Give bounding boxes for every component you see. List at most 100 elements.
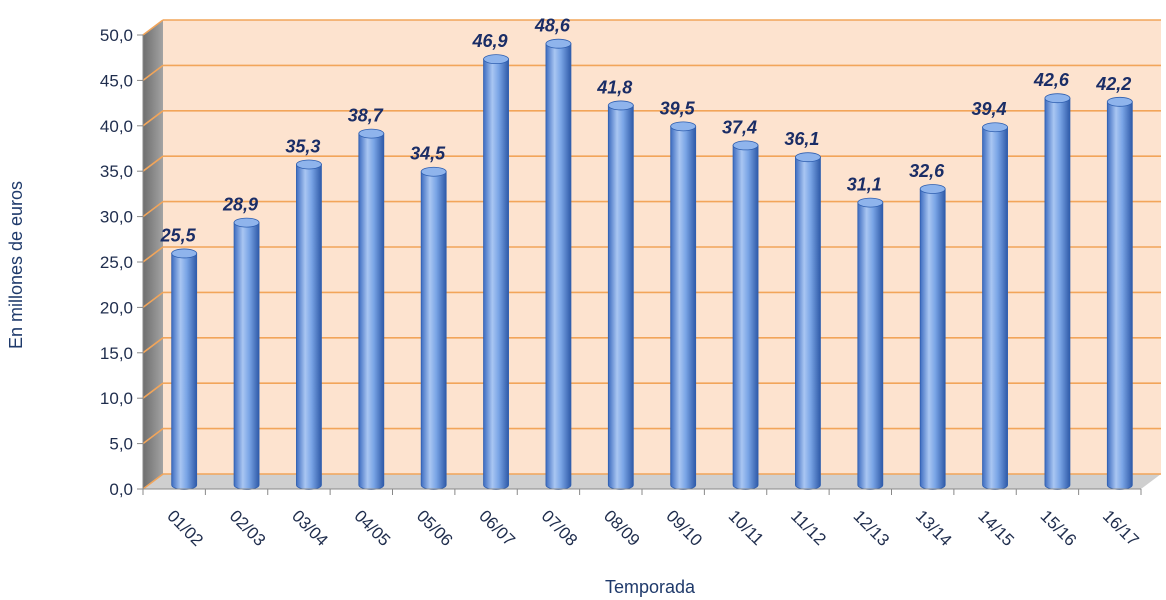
bar-body	[545, 43, 572, 490]
x-tick-label: 03/04	[288, 506, 332, 550]
x-tick-label: 16/17	[1099, 506, 1143, 550]
bar-body	[233, 222, 260, 490]
bar-top	[545, 38, 572, 49]
y-axis-ticks: 0,0 5,0 10,0 15,0 20,0 25,0 30,0 35,0 40,0 45,0 50…	[100, 26, 144, 499]
bar-body	[1106, 101, 1133, 490]
x-tick-label: 05/06	[413, 506, 457, 550]
bar-top	[607, 100, 634, 111]
bar-top	[358, 128, 385, 139]
bar-body	[171, 253, 198, 490]
bar-body	[670, 125, 697, 490]
bar-top	[1044, 93, 1071, 104]
y-tick-label: 40,0	[100, 117, 133, 136]
y-tick-label: 15,0	[100, 344, 133, 363]
bar: 31,1	[847, 175, 884, 490]
bar-body	[483, 58, 509, 490]
bar-top	[732, 140, 759, 151]
x-tick-label: 08/09	[600, 506, 644, 550]
data-label: 39,4	[972, 99, 1007, 119]
bar: 39,5	[660, 98, 697, 490]
y-tick-label: 25,0	[100, 253, 133, 272]
bar-body	[358, 133, 385, 490]
bar-body	[607, 105, 634, 490]
x-tick-label: 13/14	[912, 506, 956, 550]
y-axis-title: En millones de euros	[6, 181, 26, 349]
gridline-side	[142, 246, 164, 263]
gridline-side	[142, 200, 164, 218]
data-label: 41,8	[596, 77, 632, 97]
bar-body	[732, 145, 759, 490]
x-tick-label: 06/07	[475, 506, 519, 550]
x-tick-label: 04/05	[350, 506, 394, 550]
bar-body	[1044, 97, 1071, 490]
bar-body	[296, 164, 322, 490]
bar-body	[795, 156, 821, 490]
y-tick-label: 10,0	[100, 389, 133, 408]
bar: 37,4	[722, 117, 759, 490]
data-label: 36,1	[784, 129, 819, 149]
bar-top	[171, 248, 198, 259]
floor	[143, 474, 1161, 489]
gridline-side	[142, 110, 164, 127]
x-tick-label: 09/10	[662, 506, 706, 550]
bar-top	[857, 197, 884, 208]
x-tick-label: 14/15	[974, 506, 1018, 550]
bar-top	[919, 184, 946, 194]
x-tick-label: 02/03	[226, 506, 270, 550]
x-tick-label: 11/12	[787, 506, 830, 549]
bar-top	[670, 121, 697, 132]
x-tick-label: 10/11	[725, 506, 768, 549]
data-label: 38,7	[348, 106, 384, 126]
bar-body	[857, 202, 884, 490]
data-label: 46,9	[472, 31, 508, 51]
y-tick-label: 0,0	[109, 480, 133, 499]
y-tick-label: 35,0	[100, 162, 133, 181]
data-label: 32,6	[909, 161, 945, 181]
bar-top	[483, 54, 509, 65]
bar-top	[795, 152, 821, 163]
data-label: 42,6	[1033, 70, 1070, 90]
x-tick-label: 01/02	[163, 506, 207, 550]
data-label: 48,6	[534, 16, 571, 36]
data-label: 28,9	[222, 195, 258, 215]
data-label: 37,4	[722, 117, 757, 137]
bar: 46,9	[472, 31, 509, 490]
plot-background	[143, 20, 1161, 489]
bar-top	[982, 122, 1008, 133]
data-label: 35,3	[285, 136, 320, 156]
data-label: 39,5	[660, 98, 696, 118]
bars: 25,5 28,9 35,3 38,7 34,5 46,9 48,6 41,8 39,5 37,4…	[160, 16, 1133, 490]
x-axis-title: Temporada	[605, 577, 696, 597]
x-tick-label: 15/16	[1037, 506, 1081, 550]
bar: 39,4	[972, 99, 1008, 490]
data-label: 42,2	[1095, 74, 1131, 94]
bar-top	[233, 217, 260, 228]
gridline-side	[142, 19, 164, 36]
x-tick-label: 07/08	[538, 506, 582, 550]
bar: 32,6	[909, 161, 946, 490]
gridline-side	[142, 64, 164, 82]
y-tick-label: 50,0	[100, 26, 133, 45]
data-label: 31,1	[847, 175, 882, 195]
gridline-side	[142, 382, 164, 399]
bar: 35,3	[285, 136, 322, 490]
gridline-side	[142, 291, 164, 309]
gridline-side	[142, 473, 164, 490]
bar: 38,7	[348, 106, 385, 490]
bar-top	[420, 166, 447, 177]
gridline-side	[142, 155, 164, 172]
x-tick-label: 12/13	[849, 506, 893, 550]
y-tick-label: 30,0	[100, 208, 133, 227]
bar-body	[919, 188, 946, 490]
x-axis-ticks: 01/02 02/03 03/04 04/05 05/06 06/07 07/08 08/09…	[142, 488, 1143, 550]
data-label: 34,5	[410, 144, 446, 164]
data-label: 25,5	[160, 225, 197, 245]
gridline-side	[142, 427, 164, 445]
bar: 28,9	[222, 195, 260, 490]
bar-body	[982, 126, 1008, 490]
bar-top	[1106, 96, 1133, 107]
y-tick-label: 5,0	[109, 435, 133, 454]
y-tick-label: 20,0	[100, 298, 133, 317]
bar: 36,1	[784, 129, 821, 490]
